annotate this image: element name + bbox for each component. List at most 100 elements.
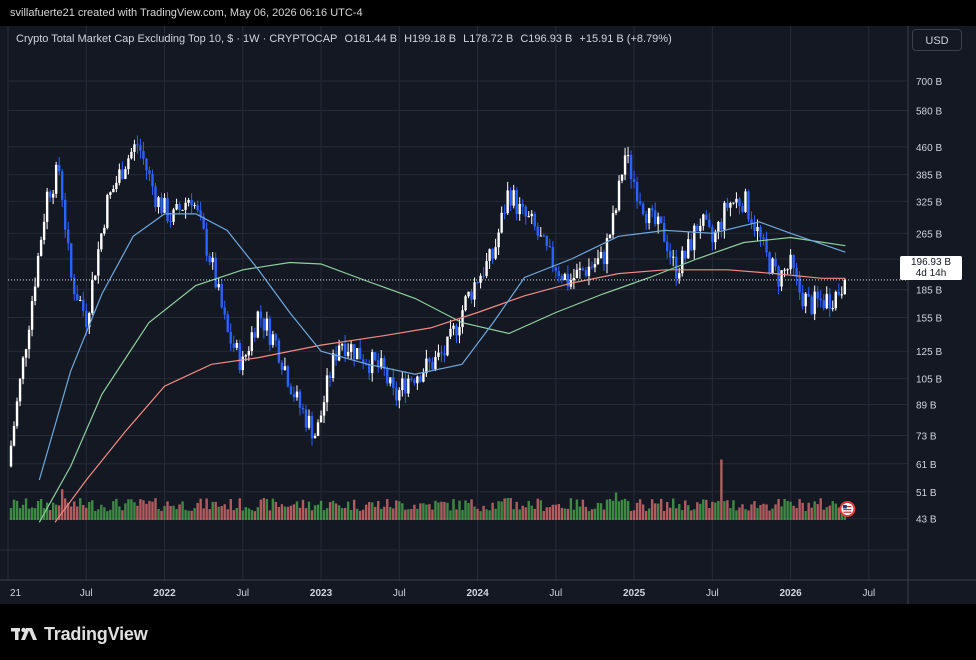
volume-bar [39,498,43,520]
candle-body [286,366,290,387]
volume-bars [9,459,846,520]
candle-body [21,357,25,379]
volume-bar [804,510,807,520]
candle-body [121,169,124,179]
candle-body [500,212,503,233]
volume-bar [136,505,139,520]
volume-bar [443,501,446,520]
volume-bar [578,506,582,520]
candle-body [458,327,461,336]
candle-body [434,356,437,370]
flag-stripe [843,509,852,511]
volume-bar [368,502,371,520]
candle-body [446,336,449,356]
volume-bar [331,500,335,520]
volume-bar [325,508,329,520]
volume-bar [590,509,594,520]
volume-bar [675,508,678,520]
volume-bar [247,508,251,520]
volume-bar [349,509,353,520]
candle-body [271,334,275,345]
volume-bar [118,506,121,520]
candle-body [398,390,401,401]
volume-bar [211,501,214,520]
volume-bar [533,508,536,520]
y-tick-label: 43 B [916,515,937,526]
volume-bar [503,498,506,520]
candle-body [220,284,223,308]
candle-body [735,198,738,203]
candle-body [681,250,684,274]
volume-bar [163,506,166,520]
candle-body [644,214,648,224]
volume-bar [665,502,669,520]
candle-body [250,332,254,351]
volume-bar [575,499,579,520]
candle-body [184,202,187,210]
volume-bar [584,506,588,520]
candle-body [572,277,576,281]
currency-button[interactable]: USD [912,29,962,51]
volume-bar [837,507,840,520]
volume-bar [798,499,801,520]
y-tick-label: 125 B [916,347,942,358]
candle-body [292,394,296,398]
candle-body [45,191,49,222]
candle-body [762,237,765,239]
x-tick-label: 2023 [310,588,333,599]
volume-bar [699,503,702,520]
volume-bar [542,510,545,520]
volume-bar [178,504,181,520]
volume-bar [566,508,570,520]
volume-bar [202,508,205,520]
moving-average-line [38,236,846,523]
y-tick-label: 700 B [916,77,942,88]
volume-bar [762,503,765,520]
candle-body [202,216,205,229]
candle-body [638,201,642,204]
candle-body [425,358,428,374]
volume-bar [181,501,184,520]
x-tick-label: Jul [393,588,406,599]
candle-body [614,210,618,214]
volume-bar [605,499,609,520]
candle-body [611,213,615,235]
candle-body [325,375,329,403]
volume-bar [193,508,196,520]
volume-bar [364,504,368,520]
candle-body [443,353,446,356]
volume-bar [687,505,690,520]
candle-body [479,275,482,283]
candle-body [476,282,479,284]
tradingview-logo[interactable]: TradingView [11,624,148,644]
volume-bar [819,498,822,520]
volume-bar [714,502,717,520]
candle-body [750,219,753,224]
volume-bar [9,507,13,520]
volume-bar [220,506,223,520]
candle-body [36,255,40,287]
y-tick-label: 105 B [916,375,942,386]
volume-bar [653,503,657,520]
candle-body [587,266,591,276]
candle-body [467,291,470,297]
volume-bar [295,501,299,520]
candle-body [473,282,476,300]
candle-body [786,269,789,271]
candle-body [632,179,636,182]
volume-bar [659,498,663,520]
volume-bar [274,501,278,520]
candle-body [699,225,702,231]
candle-body [97,249,100,276]
candle-body [449,328,452,337]
volume-bar [262,498,266,520]
volume-bar [735,510,738,520]
candle-body [166,197,169,222]
candle-body [690,239,693,251]
candle-body [825,293,828,309]
candle-body [629,154,633,180]
candle-body [371,352,374,374]
volume-bar [729,508,732,520]
volume-bar [214,501,217,520]
